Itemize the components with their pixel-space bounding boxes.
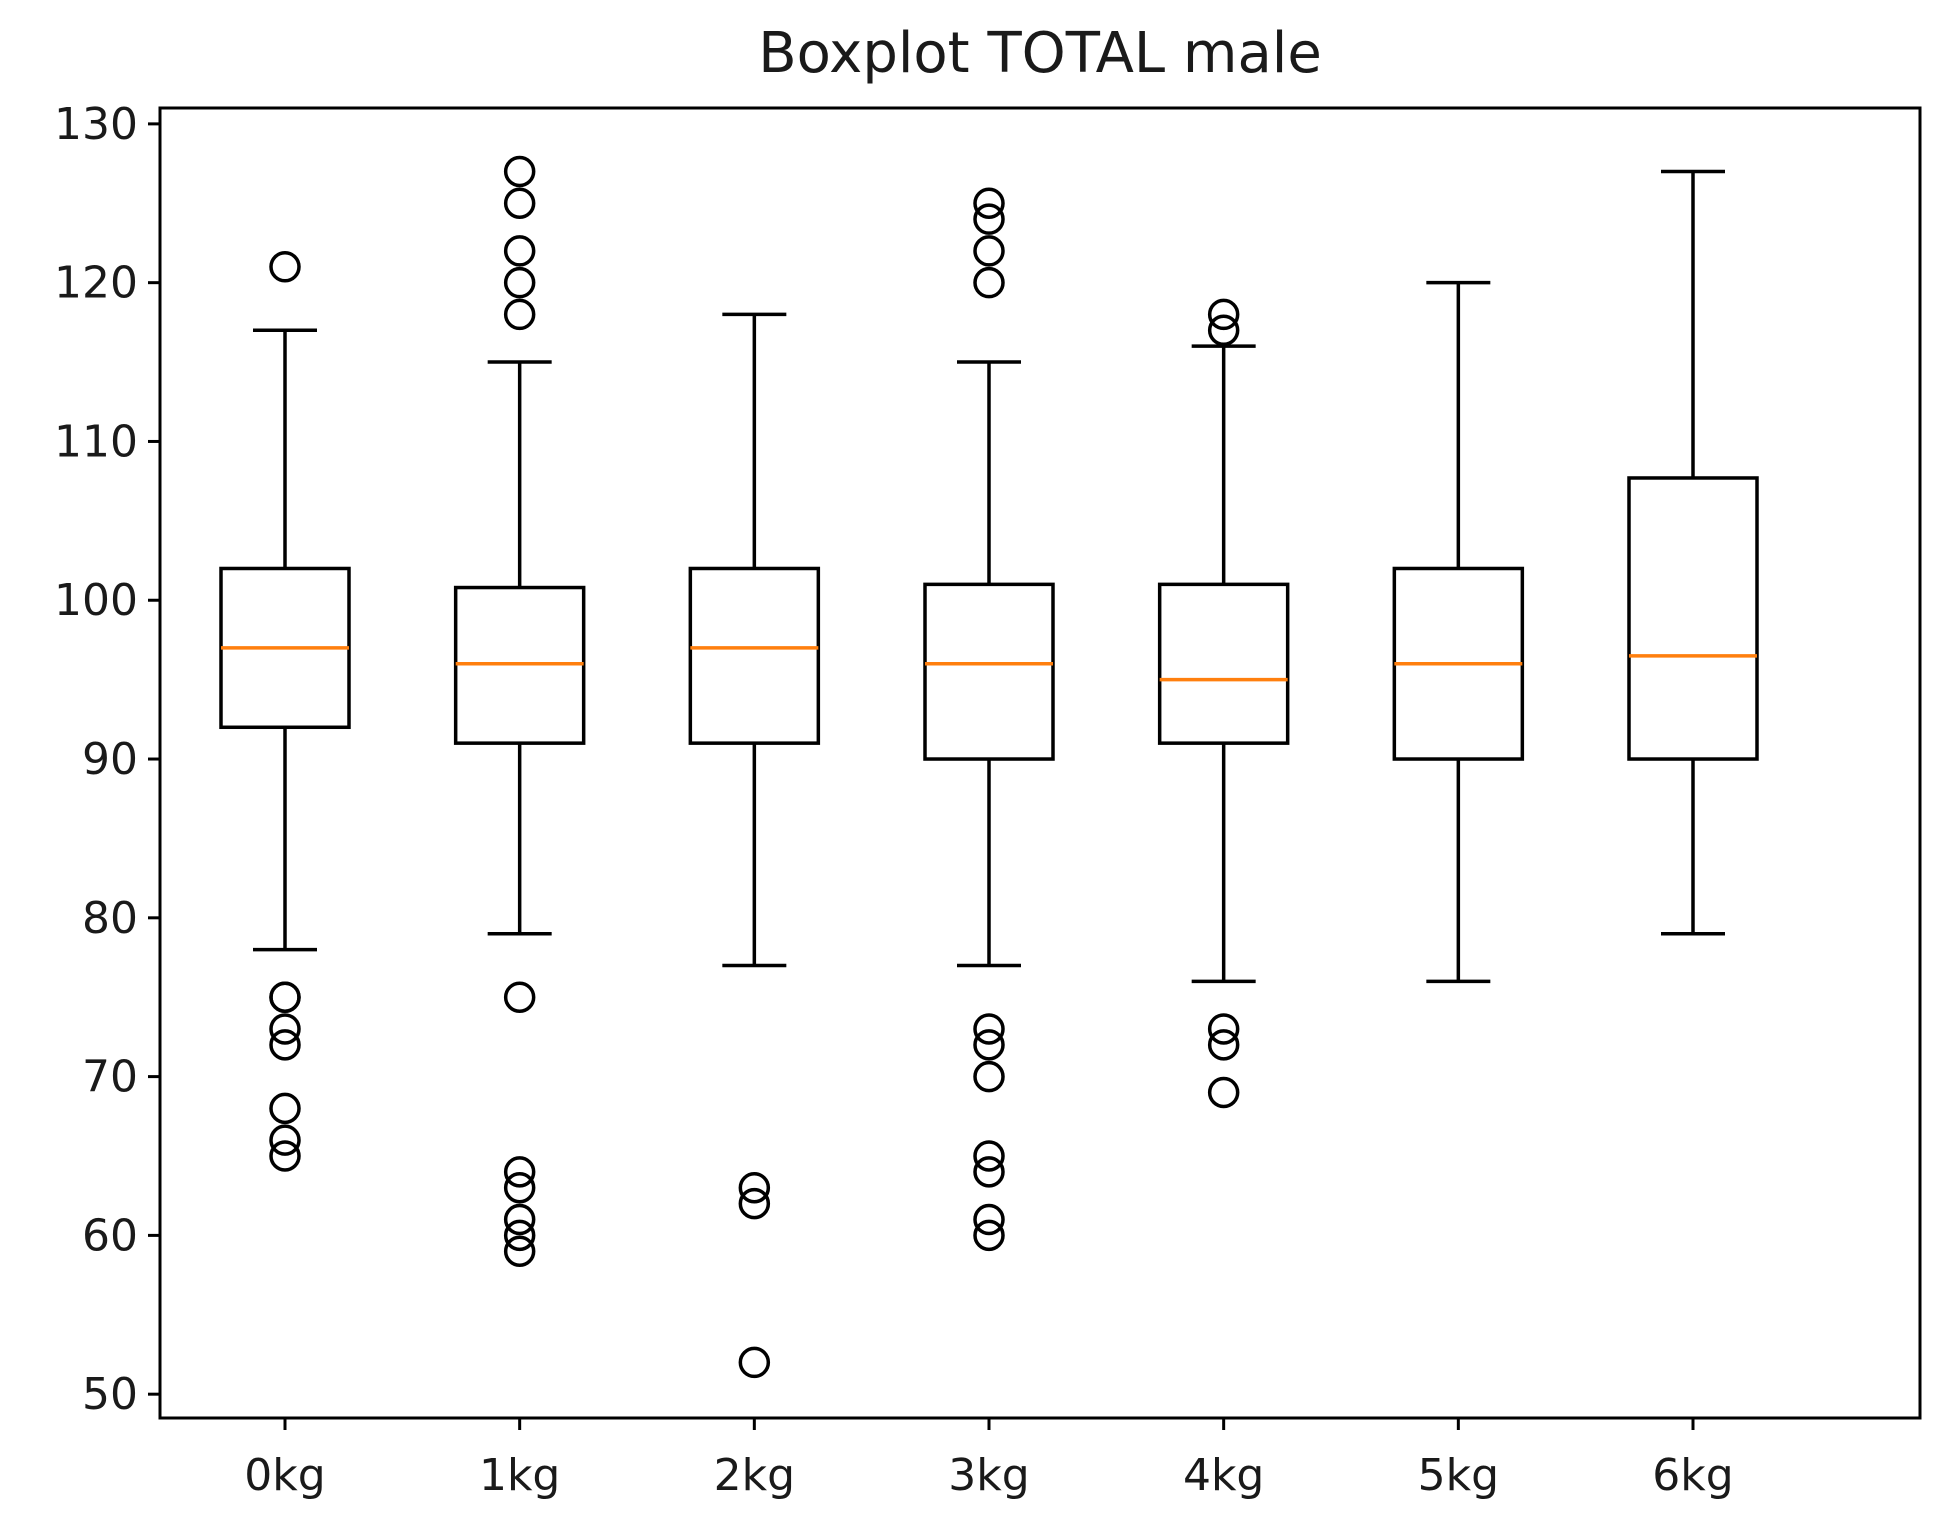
outlier-point [973, 1013, 1005, 1045]
x-tick-label: 3kg [948, 1450, 1029, 1501]
iqr-box [688, 566, 821, 745]
outlier-point [973, 187, 1005, 220]
y-tick-label: 70 [82, 1052, 138, 1103]
outlier-point [503, 981, 536, 1013]
y-tick-label: 80 [82, 893, 138, 944]
y-tick-label: 50 [82, 1369, 138, 1420]
outlier-point [269, 1029, 301, 1061]
outlier-point [503, 155, 536, 188]
x-tick-label: 2kg [714, 1450, 795, 1501]
y-tick-label: 60 [82, 1210, 138, 1261]
y-tick-label: 130 [54, 99, 138, 150]
outlier-point [973, 235, 1005, 267]
outlier-point [738, 1172, 771, 1204]
outlier-point [503, 266, 536, 299]
outlier-point [503, 1235, 536, 1268]
outlier-point [269, 1124, 301, 1156]
outlier-point [269, 1140, 301, 1172]
outlier-point [503, 1219, 536, 1252]
y-tick-label: 110 [54, 416, 138, 467]
y-tick-label: 120 [54, 258, 138, 309]
iqr-box [1157, 582, 1290, 745]
outlier-point [738, 1346, 771, 1379]
outlier-point [1207, 1029, 1240, 1061]
outlier-point [973, 203, 1005, 235]
outlier-point [503, 298, 536, 331]
x-tick-label: 0kg [244, 1450, 325, 1501]
y-axis: 50 60 70 80 90 100 110 120 130 [54, 99, 160, 1420]
outlier-point [973, 1060, 1005, 1093]
outlier-point [503, 235, 536, 267]
outlier-point [269, 251, 301, 283]
outlier-point [1207, 1076, 1240, 1109]
x-tick-label: 4kg [1183, 1450, 1264, 1501]
outlier-point [269, 1092, 301, 1125]
iqr-box [1627, 476, 1759, 761]
outlier-point [973, 1219, 1005, 1252]
x-tick-label: 6kg [1652, 1450, 1733, 1501]
outlier-point [973, 1140, 1005, 1172]
outlier-point [503, 187, 536, 220]
outlier-point [973, 266, 1005, 299]
box-0kg [219, 251, 351, 1172]
box-4kg [1157, 298, 1290, 1109]
outlier-point [503, 1203, 536, 1236]
outlier-point [503, 1156, 536, 1188]
chart-title: Boxplot TOTAL male [758, 21, 1322, 86]
y-tick-label: 90 [82, 734, 138, 785]
box-3kg [923, 187, 1055, 1252]
plot-frame [158, 106, 1922, 1420]
outlier-point [1207, 314, 1240, 347]
outlier-point [973, 1029, 1005, 1061]
x-tick-label: 1kg [479, 1450, 560, 1501]
outlier-point [503, 1172, 536, 1204]
outlier-point [738, 1187, 771, 1220]
outlier-point [269, 1013, 301, 1045]
outlier-point [269, 981, 301, 1013]
outlier-point [1207, 1013, 1240, 1045]
outlier-point [973, 1203, 1005, 1236]
iqr-box [923, 582, 1055, 761]
outlier-point [973, 1156, 1005, 1188]
boxes-group [219, 155, 1759, 1379]
outlier-point [1207, 298, 1240, 331]
box-1kg [453, 155, 586, 1268]
x-tick-label: 5kg [1418, 1450, 1499, 1501]
y-tick-label: 100 [54, 575, 138, 626]
box-6kg [1627, 169, 1759, 936]
box-5kg [1392, 280, 1525, 984]
x-axis: 0kg 1kg 2kg 3kg 4kg 5kg 6kg [244, 1418, 1734, 1501]
box-2kg [688, 312, 821, 1379]
